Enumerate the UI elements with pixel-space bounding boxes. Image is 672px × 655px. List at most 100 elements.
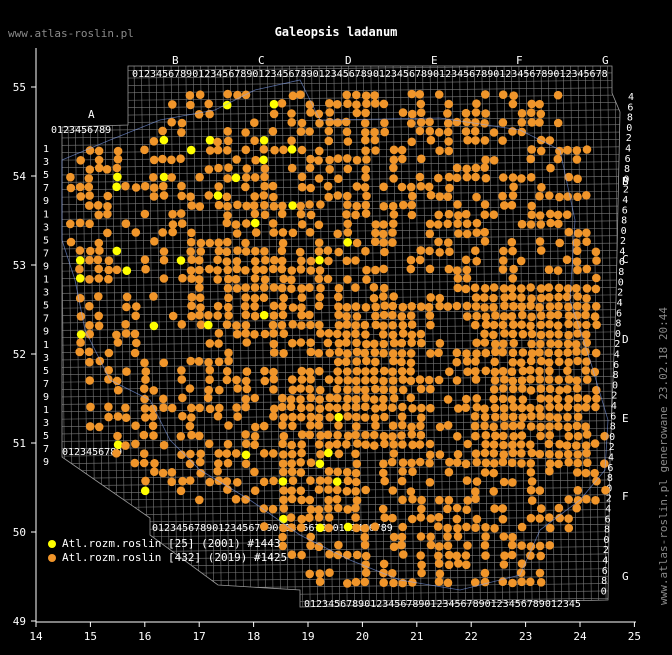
occurrence-dot-2019 bbox=[435, 339, 445, 348]
occurrence-dot-2019 bbox=[573, 468, 582, 477]
occurrence-dot-2019 bbox=[351, 376, 361, 386]
occurrence-dot-2019 bbox=[517, 109, 527, 118]
occurrence-dot-2019 bbox=[397, 367, 407, 376]
occurrence-dot-2019 bbox=[461, 403, 471, 413]
occurrence-dot-2019 bbox=[517, 431, 527, 440]
occurrence-dot-2019 bbox=[231, 220, 241, 229]
right-vertical-digit: 0 bbox=[609, 432, 615, 443]
occurrence-dot-2019 bbox=[277, 402, 287, 412]
occurrence-dot-2019 bbox=[415, 126, 425, 136]
occurrence-dot-2019 bbox=[131, 421, 140, 431]
left-vertical-digit: 3 bbox=[43, 288, 49, 299]
occurrence-dot-2019 bbox=[389, 145, 399, 155]
occurrence-dot-2019 bbox=[277, 99, 287, 108]
occurrence-dot-2019 bbox=[517, 127, 527, 137]
left-letter: A bbox=[88, 108, 95, 121]
occurrence-dot-2019 bbox=[527, 411, 536, 421]
occurrence-dot-2019 bbox=[150, 237, 159, 246]
occurrence-dot-2019 bbox=[232, 257, 242, 266]
occurrence-dot-2019 bbox=[314, 156, 323, 165]
occurrence-dot-2019 bbox=[388, 403, 397, 413]
occurrence-dot-2019 bbox=[424, 375, 434, 385]
occurrence-dot-2019 bbox=[351, 210, 360, 220]
occurrence-dot-2019 bbox=[499, 560, 509, 569]
occurrence-dot-2019 bbox=[343, 154, 352, 163]
occurrence-dot-2019 bbox=[462, 219, 472, 228]
occurrence-dot-2019 bbox=[141, 413, 150, 422]
occurrence-dot-2019 bbox=[113, 154, 123, 164]
occurrence-dot-2019 bbox=[463, 541, 472, 550]
occurrence-dot-2019 bbox=[187, 403, 196, 413]
occurrence-dot-2019 bbox=[388, 349, 398, 358]
occurrence-dot-2019 bbox=[149, 292, 158, 301]
occurrence-dot-2019 bbox=[537, 356, 546, 366]
occurrence-dot-2019 bbox=[517, 320, 526, 330]
occurrence-dot-2019 bbox=[186, 247, 195, 256]
right-letter: G bbox=[622, 570, 629, 583]
occurrence-dot-2019 bbox=[296, 90, 305, 99]
occurrence-dot-2019 bbox=[279, 349, 288, 358]
occurrence-dot-2019 bbox=[471, 431, 480, 441]
occurrence-dot-2019 bbox=[564, 358, 573, 367]
legend-item-2019: Atl.rozm.roslin [432] (2019) #1425 bbox=[48, 551, 287, 565]
occurrence-dot-2019 bbox=[452, 266, 462, 275]
occurrence-dot-2019 bbox=[287, 136, 296, 145]
occurrence-dot-2019 bbox=[361, 402, 370, 412]
occurrence-dot-2019 bbox=[277, 209, 287, 219]
occurrence-dot-2019 bbox=[288, 303, 298, 312]
occurrence-dot-2019 bbox=[315, 577, 325, 586]
occurrence-dot-2019 bbox=[362, 275, 371, 284]
occurrence-dot-2019 bbox=[544, 348, 554, 358]
right-vertical-digit: 4 bbox=[625, 144, 631, 155]
occurrence-dot-2019 bbox=[489, 449, 499, 458]
occurrence-dot-2019 bbox=[562, 292, 572, 302]
occurrence-dot-2019 bbox=[351, 395, 361, 404]
occurrence-dot-2019 bbox=[314, 505, 324, 515]
occurrence-dot-2019 bbox=[194, 110, 204, 119]
occurrence-dot-2019 bbox=[489, 156, 499, 165]
right-vertical-digit: 0 bbox=[626, 123, 632, 134]
occurrence-dot-2019 bbox=[333, 430, 342, 440]
occurrence-dot-2019 bbox=[480, 468, 490, 477]
occurrence-dot-2019 bbox=[426, 514, 436, 523]
occurrence-dot-2019 bbox=[269, 348, 279, 357]
occurrence-dot-2019 bbox=[261, 255, 270, 265]
occurrence-dot-2019 bbox=[85, 275, 94, 284]
occurrence-dot-2019 bbox=[426, 403, 435, 413]
site-url[interactable]: www.atlas-roslin.pl bbox=[8, 27, 134, 40]
occurrence-dot-2019 bbox=[241, 145, 251, 155]
occurrence-dot-2019 bbox=[481, 366, 491, 376]
occurrence-dot-2019 bbox=[435, 301, 444, 311]
occurrence-dot-2019 bbox=[250, 440, 259, 450]
occurrence-dot-2019 bbox=[121, 441, 130, 450]
occurrence-dot-2019 bbox=[517, 459, 526, 468]
occurrence-dot-2019 bbox=[553, 210, 563, 220]
occurrence-dot-2019 bbox=[498, 347, 508, 357]
occurrence-dot-2019 bbox=[590, 439, 600, 448]
occurrence-dot-2019 bbox=[379, 349, 388, 358]
occurrence-dot-2019 bbox=[205, 146, 215, 155]
occurrence-dot-2019 bbox=[526, 577, 535, 587]
occurrence-dot-2019 bbox=[279, 504, 289, 513]
occurrence-dot-2019 bbox=[498, 504, 508, 513]
occurrence-dot-2019 bbox=[554, 375, 564, 385]
occurrence-dot-2019 bbox=[361, 91, 371, 100]
top-letter: D bbox=[345, 54, 352, 67]
occurrence-dot-2019 bbox=[545, 402, 554, 412]
occurrence-dot-2019 bbox=[407, 458, 416, 468]
occurrence-dot-2019 bbox=[288, 91, 298, 101]
occurrence-dot-2019 bbox=[168, 227, 177, 237]
occurrence-dot-2019 bbox=[269, 374, 279, 384]
occurrence-dot-2019 bbox=[205, 264, 214, 274]
occurrence-dot-2019 bbox=[324, 375, 334, 384]
occurrence-dot-2001 bbox=[149, 321, 159, 331]
occurrence-dot-2019 bbox=[297, 182, 307, 192]
occurrence-dot-2019 bbox=[564, 523, 574, 533]
legend-item-2001: Atl.rozm.roslin [25] (2001) #1443 bbox=[48, 537, 287, 551]
occurrence-dot-2019 bbox=[315, 266, 325, 275]
occurrence-dot-2001 bbox=[269, 99, 279, 109]
occurrence-dot-2019 bbox=[415, 172, 425, 182]
occurrence-dot-2019 bbox=[408, 109, 417, 119]
occurrence-dot-2019 bbox=[545, 302, 555, 311]
occurrence-dot-2019 bbox=[572, 257, 582, 266]
